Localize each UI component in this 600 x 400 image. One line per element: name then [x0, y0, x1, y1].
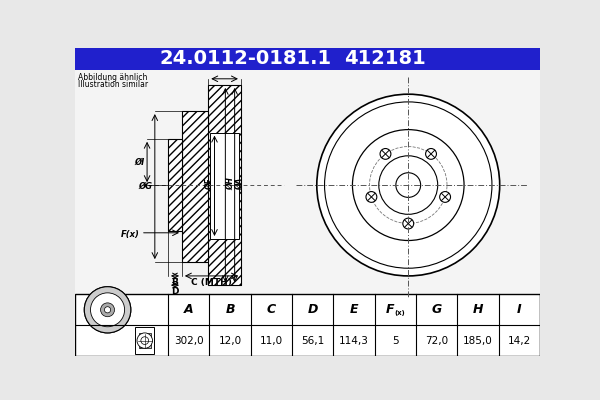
Circle shape [101, 303, 115, 317]
Circle shape [380, 148, 391, 159]
Bar [136, 327, 154, 354]
Text: C (MTH): C (MTH) [191, 278, 232, 287]
Circle shape [104, 307, 110, 313]
Text: ØG: ØG [139, 182, 152, 191]
Bar [75, 294, 540, 356]
Text: D: D [307, 303, 318, 316]
Bar [75, 70, 540, 294]
Bar [182, 111, 208, 262]
Text: H: H [473, 303, 483, 316]
Bar [210, 133, 239, 239]
Circle shape [85, 287, 131, 333]
Circle shape [366, 192, 377, 202]
Text: 56,1: 56,1 [301, 336, 324, 346]
Circle shape [352, 130, 464, 240]
Text: E: E [350, 303, 358, 316]
Text: C: C [267, 303, 276, 316]
Circle shape [317, 94, 500, 276]
Text: F: F [386, 303, 395, 316]
Circle shape [379, 156, 438, 214]
Text: Illustration similar: Illustration similar [78, 80, 148, 89]
Text: 12,0: 12,0 [218, 336, 242, 346]
Text: (x): (x) [395, 310, 406, 316]
Text: 5: 5 [392, 336, 398, 346]
Text: 302,0: 302,0 [174, 336, 203, 346]
Bar [168, 139, 182, 231]
Text: I: I [517, 303, 521, 316]
Text: ØA: ØA [235, 177, 244, 190]
Text: ØE: ØE [205, 178, 214, 190]
Text: Abbildung ähnlich: Abbildung ähnlich [78, 74, 148, 82]
Text: 72,0: 72,0 [425, 336, 448, 346]
Bar [139, 333, 151, 348]
Text: G: G [431, 303, 442, 316]
Text: 11,0: 11,0 [260, 336, 283, 346]
Bar [208, 85, 241, 285]
Text: D: D [171, 288, 179, 296]
Circle shape [137, 333, 152, 348]
Text: F(x): F(x) [121, 230, 140, 239]
Circle shape [440, 192, 451, 202]
Text: 412181: 412181 [344, 49, 426, 68]
Text: A: A [184, 303, 193, 316]
Circle shape [425, 148, 436, 159]
Text: ØI: ØI [134, 158, 145, 166]
Text: 24.0112-0181.1: 24.0112-0181.1 [160, 49, 332, 68]
Text: B: B [172, 278, 178, 287]
Circle shape [396, 173, 421, 197]
Circle shape [403, 218, 413, 229]
Circle shape [91, 293, 125, 327]
Text: ØH: ØH [226, 177, 235, 190]
Text: B: B [225, 303, 235, 316]
Text: 14,2: 14,2 [508, 336, 531, 346]
Bar [75, 48, 540, 70]
Text: 114,3: 114,3 [339, 336, 369, 346]
Text: 185,0: 185,0 [463, 336, 493, 346]
